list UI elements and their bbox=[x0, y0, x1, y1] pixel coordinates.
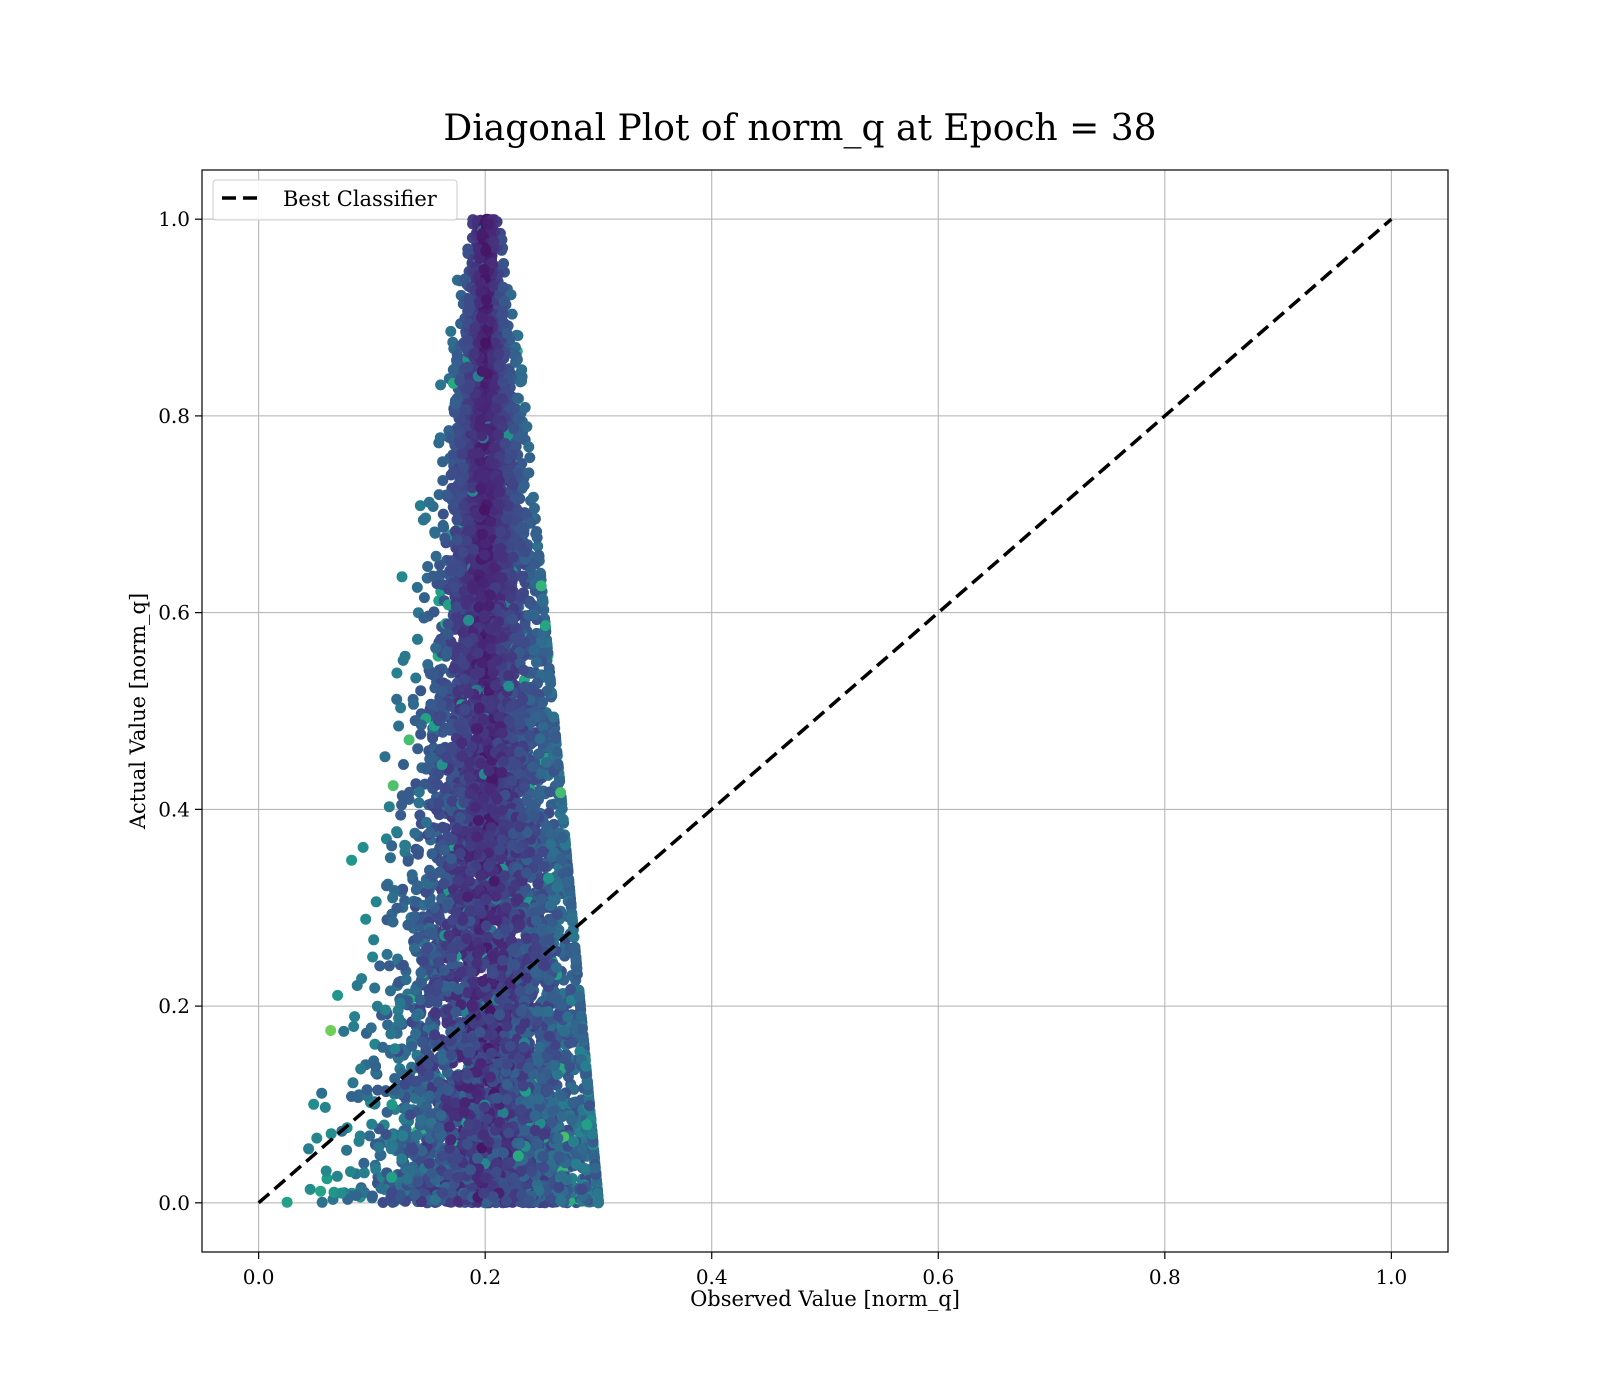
scatter-point bbox=[397, 959, 409, 971]
scatter-point bbox=[533, 748, 545, 760]
scatter-point bbox=[399, 839, 411, 851]
scatter-point bbox=[418, 612, 430, 624]
scatter-point bbox=[412, 633, 423, 645]
scatter-point bbox=[437, 456, 449, 468]
scatter-point bbox=[437, 508, 449, 520]
scatter-point bbox=[563, 1037, 575, 1049]
scatter-point bbox=[341, 1144, 353, 1156]
scatter-point bbox=[374, 1150, 386, 1161]
scatter-point bbox=[531, 532, 543, 544]
scatter-point bbox=[410, 778, 422, 790]
scatter-point bbox=[414, 500, 426, 512]
scatter-point bbox=[382, 1019, 394, 1031]
scatter-point bbox=[519, 402, 531, 413]
scatter-point bbox=[377, 1197, 389, 1208]
scatter-point bbox=[396, 799, 408, 811]
scatter-point bbox=[346, 1091, 357, 1102]
scatter-point bbox=[418, 592, 430, 604]
scatter-point bbox=[358, 1157, 370, 1169]
scatter-point bbox=[391, 826, 403, 838]
scatter-point bbox=[411, 581, 423, 593]
scatter-point bbox=[523, 441, 535, 453]
scatter-point bbox=[357, 841, 369, 853]
scatter-point bbox=[308, 1098, 320, 1110]
scatter-point bbox=[403, 734, 415, 746]
scatter-point bbox=[395, 702, 407, 714]
scatter-point bbox=[367, 1190, 378, 1202]
chart-title: Diagonal Plot of norm_q at Epoch = 38 bbox=[443, 108, 1156, 149]
scatter-point bbox=[411, 1129, 423, 1141]
scatter-point bbox=[319, 1101, 331, 1113]
scatter-point bbox=[406, 869, 418, 881]
scatter-point bbox=[391, 693, 403, 705]
scatter-point bbox=[524, 452, 536, 464]
scatter-point bbox=[348, 1021, 360, 1032]
scatter-point bbox=[369, 982, 381, 994]
scatter-point bbox=[529, 502, 540, 514]
scatter-point bbox=[528, 644, 540, 656]
scatter-point bbox=[355, 1063, 367, 1075]
scatter-point bbox=[402, 855, 414, 867]
scatter-point bbox=[414, 809, 426, 821]
scatter-point bbox=[381, 948, 393, 960]
scatter-point bbox=[281, 1196, 293, 1208]
scatter-points bbox=[281, 213, 604, 1209]
scatter-point bbox=[368, 934, 380, 946]
scatter-point bbox=[532, 540, 544, 552]
scatter-point bbox=[416, 1036, 428, 1048]
scatter-point bbox=[539, 620, 551, 632]
scatter-point bbox=[397, 883, 409, 895]
scatter-point bbox=[316, 1087, 328, 1099]
scatter-point bbox=[346, 854, 358, 866]
scatter-point bbox=[331, 1170, 343, 1182]
scatter-point bbox=[379, 1004, 391, 1016]
scatter-point bbox=[406, 1040, 418, 1052]
scatter-point bbox=[524, 598, 536, 609]
scatter-point bbox=[420, 886, 432, 898]
scatter-point bbox=[426, 848, 438, 860]
scatter-point bbox=[437, 519, 449, 531]
scatter-point bbox=[304, 1183, 316, 1195]
scatter-point bbox=[387, 780, 399, 792]
scatter-point bbox=[360, 913, 372, 925]
scatter-point bbox=[383, 960, 395, 972]
scatter-point bbox=[400, 974, 412, 986]
scatter-point bbox=[370, 896, 382, 908]
scatter-point bbox=[325, 1025, 337, 1036]
scatter-point bbox=[435, 379, 447, 391]
scatter-point bbox=[399, 650, 411, 662]
scatter-point bbox=[413, 797, 425, 809]
scatter-point bbox=[412, 743, 424, 755]
scatter-point bbox=[410, 672, 422, 684]
scatter-point bbox=[417, 514, 429, 526]
scatter-point bbox=[428, 606, 440, 618]
scatter-point bbox=[393, 720, 405, 732]
scatter-point bbox=[422, 659, 434, 670]
scatter-point bbox=[415, 977, 427, 989]
scatter-point bbox=[412, 848, 424, 860]
scatter-point bbox=[415, 728, 427, 740]
